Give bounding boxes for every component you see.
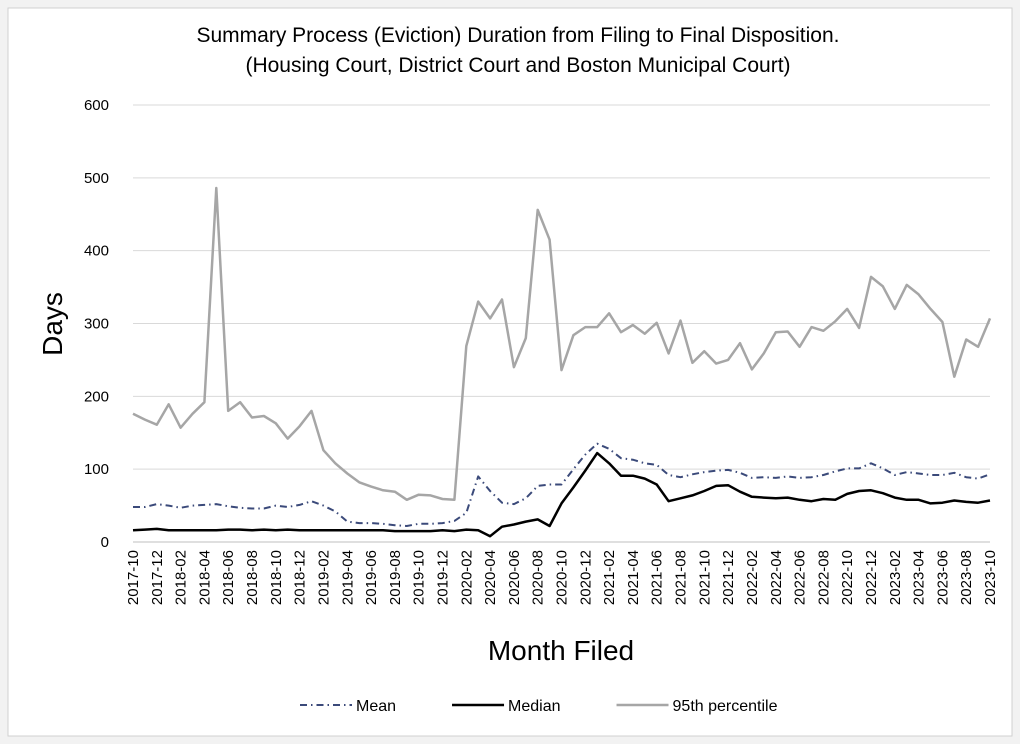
x-tick-label: 2022-04 <box>768 550 785 605</box>
x-tick-label: 2020-12 <box>577 550 594 605</box>
x-tick-label: 2020-02 <box>458 550 475 605</box>
legend-label: Mean <box>356 698 396 715</box>
x-tick-label: 2018-12 <box>292 550 309 605</box>
x-tick-label: 2020-06 <box>506 550 523 605</box>
y-tick-label: 400 <box>84 243 109 260</box>
x-tick-label: 2020-08 <box>530 550 547 605</box>
y-tick-label: 0 <box>101 534 109 551</box>
x-tick-label: 2020-04 <box>482 550 499 605</box>
x-tick-label: 2017-10 <box>125 550 142 605</box>
x-tick-label: 2019-10 <box>411 550 428 605</box>
chart-area <box>7 7 1013 737</box>
x-tick-label: 2019-08 <box>387 550 404 605</box>
x-tick-label: 2018-04 <box>196 550 213 605</box>
x-axis-label: Month Filed <box>488 635 634 666</box>
series-line <box>132 186 992 502</box>
x-tick-label: 2023-06 <box>934 550 951 605</box>
x-tick-label: 2022-06 <box>792 550 809 605</box>
x-tick-label: 2021-06 <box>649 550 666 605</box>
x-tick-label: 2018-10 <box>268 550 285 605</box>
x-tick-label: 2021-12 <box>720 550 737 605</box>
legend-label: Median <box>508 698 560 715</box>
x-tick-label: 2023-02 <box>887 550 904 605</box>
x-tick-label: 2023-04 <box>911 550 928 605</box>
x-tick-label: 2022-08 <box>815 550 832 605</box>
x-tick-label: 2019-02 <box>315 550 332 605</box>
x-tick-label: 2018-02 <box>173 550 190 605</box>
x-tick-label: 2022-12 <box>863 550 880 605</box>
legend-label: 95th percentile <box>673 698 778 715</box>
series-line <box>132 451 991 538</box>
chart-title: Summary Process (Eviction) Duration from… <box>196 24 839 47</box>
x-tick-label: 2019-12 <box>434 550 451 605</box>
x-tick-label: 2019-04 <box>339 550 356 605</box>
x-tick-label: 2018-08 <box>244 550 261 605</box>
x-tick-label: 2023-08 <box>958 550 975 605</box>
y-tick-label: 100 <box>84 461 109 478</box>
y-axis-label: Days <box>37 292 68 356</box>
y-tick-label: 300 <box>84 316 109 333</box>
x-tick-label: 2021-10 <box>696 550 713 605</box>
y-tick-label: 500 <box>84 170 109 187</box>
x-tick-label: 2021-08 <box>673 550 690 605</box>
x-tick-label: 2021-04 <box>625 550 642 605</box>
chart-subtitle: (Housing Court, District Court and Bosto… <box>245 54 790 77</box>
y-tick-label: 600 <box>84 97 109 114</box>
series-line <box>133 442 991 527</box>
y-tick-label: 200 <box>84 388 109 405</box>
x-tick-label: 2017-12 <box>149 550 166 605</box>
x-tick-label: 2023-10 <box>982 550 999 605</box>
x-tick-label: 2022-02 <box>744 550 761 605</box>
x-tick-label: 2020-10 <box>554 550 571 605</box>
x-tick-label: 2019-06 <box>363 550 380 605</box>
x-tick-label: 2022-10 <box>839 550 856 605</box>
x-tick-label: 2018-06 <box>220 550 237 605</box>
x-tick-label: 2021-02 <box>601 550 618 605</box>
